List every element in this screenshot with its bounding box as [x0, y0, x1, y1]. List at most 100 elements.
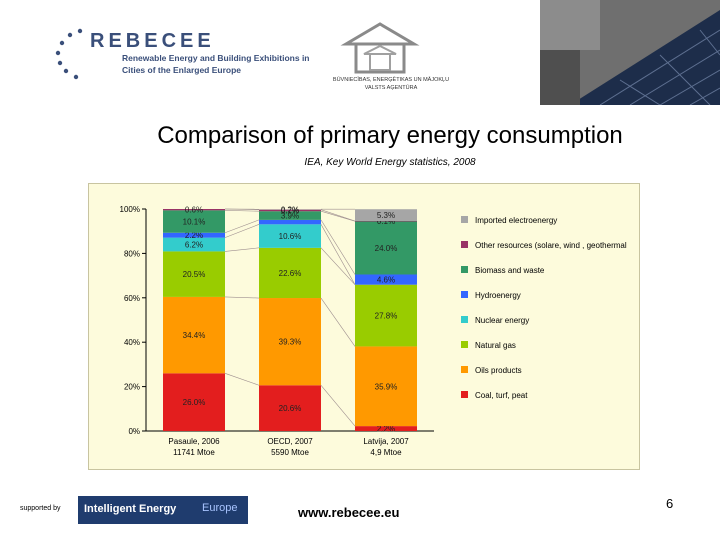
x-tick-label: 11741 Mtoe [173, 448, 215, 457]
bar-segment [163, 373, 225, 431]
series-connector-line [224, 296, 260, 299]
legend-swatch [461, 341, 468, 348]
legend-label: Oils products [475, 366, 522, 375]
series-connector-line [320, 385, 356, 427]
series-connector-line [320, 247, 356, 285]
supported-by-label: supported by [20, 505, 61, 512]
bar-segment [259, 219, 321, 225]
y-tick-label: 20% [124, 383, 140, 392]
legend-label: Biomass and waste [475, 266, 545, 275]
legend-swatch [461, 216, 468, 223]
data-label: 6.2% [185, 241, 203, 250]
data-label: 4.6% [377, 276, 395, 285]
series-connector-line [224, 219, 260, 234]
data-label: 26.0% [183, 398, 206, 407]
legend-swatch [461, 266, 468, 273]
bar-segment [163, 296, 225, 374]
data-label: 0.6% [185, 206, 203, 215]
series-connector-line [224, 210, 260, 212]
y-tick-label: 40% [124, 338, 140, 347]
chart-area: 0% 20% 40% 60% 80% 100% 26.0% 34.4% 20.5% 6.2% 2.2… [88, 183, 640, 470]
bar-segment [259, 385, 321, 431]
ie-logo-text: Intelligent Energy [84, 503, 177, 515]
header: REBECEE Renewable Energy and Building Ex… [0, 0, 720, 110]
data-label: 0.1% [377, 217, 395, 226]
legend-swatch [461, 316, 468, 323]
data-label: 5.3% [377, 211, 395, 220]
y-tick-label: 0% [128, 427, 140, 436]
legend-label: Nuclear energy [475, 316, 529, 325]
rebecee-logo-text: REBECEE [90, 30, 215, 52]
data-label: 34.4% [183, 331, 206, 340]
data-label: 35.9% [375, 382, 398, 391]
bar-segment [163, 237, 225, 252]
series-connector-line [320, 210, 356, 222]
series-connector-line [224, 372, 260, 386]
legend-label: Hydroenergy [475, 291, 521, 300]
bar-segment [355, 426, 417, 431]
bar-segment [355, 284, 417, 347]
data-label: 20.6% [279, 404, 302, 413]
intelligent-energy-logo: Intelligent Energy Europe [78, 496, 248, 524]
bar-segment [163, 251, 225, 297]
bar-segment [259, 209, 321, 212]
y-tick-label: 100% [120, 205, 140, 214]
x-tick-label: Pasaule, 2006 [168, 437, 220, 446]
x-tick-label: OECD, 2007 [267, 437, 313, 446]
series-connector-line [320, 224, 356, 285]
website-link[interactable]: www.rebecee.eu [298, 505, 400, 520]
rebecee-logo-subtitle: Renewable Energy and Building Exhibition… [122, 53, 310, 75]
legend-label: Imported electroenergy [475, 216, 557, 225]
legend-label: Natural gas [475, 341, 516, 350]
ie-logo-europe: Europe [202, 502, 238, 514]
data-label: 22.6% [279, 269, 302, 278]
series-connector-line [224, 247, 260, 252]
data-label: 10.6% [279, 232, 302, 241]
series-connector-line [320, 209, 356, 222]
bar-segment [355, 274, 417, 285]
x-tick-label: 4,9 Mtoe [370, 448, 402, 457]
slide-subtitle: IEA, Key World Energy statistics, 2008 [304, 157, 476, 168]
y-tick-label: 60% [124, 294, 140, 303]
y-tick-label: 80% [124, 249, 140, 258]
stacked-bar-chart: 0%20%40%60%80%100%26.0%34.4%20.5%6.2%2.2… [120, 205, 627, 457]
solar-panel-photo [540, 0, 720, 105]
bar-segment [355, 220, 417, 222]
data-label: 2.2% [185, 231, 203, 240]
legend-swatch [461, 391, 468, 398]
bar-segment [163, 209, 225, 211]
bar-segment [163, 210, 225, 233]
agency-name: BŪVNIECĪBAS, ENERĢĒTIKAS UN MĀJOKĻU VALS… [332, 77, 450, 91]
data-label: 20.5% [183, 270, 206, 279]
bar-segment [259, 298, 321, 386]
series-connector-line [320, 219, 356, 275]
data-label: 39.3% [279, 338, 302, 347]
bar-segment [355, 221, 417, 275]
stars-logo-icon [55, 28, 83, 80]
data-label: 2.2% [377, 425, 395, 434]
legend-swatch [461, 366, 468, 373]
bar-segment [355, 209, 417, 221]
data-label: 24.0% [375, 244, 398, 253]
legend-label: Coal, turf, peat [475, 391, 528, 400]
slide-title: Comparison of primary energy consumption [157, 122, 623, 149]
agency-house-logo-icon [340, 22, 420, 74]
bar-segment [259, 211, 321, 220]
x-tick-label: Latvija, 2007 [363, 437, 409, 446]
data-label: 0.2% [281, 205, 299, 214]
page-number: 6 [666, 496, 674, 511]
legend-swatch [461, 241, 468, 248]
data-label: 10.1% [183, 218, 206, 227]
bar-segment [259, 209, 321, 210]
legend-label: Other resources (solare, wind , geotherm… [475, 241, 627, 250]
bar-segment [355, 346, 417, 427]
data-label: 27.8% [375, 312, 398, 321]
bar-segment [259, 247, 321, 299]
bar-segment [163, 232, 225, 238]
legend-swatch [461, 291, 468, 298]
data-label: 0.7% [281, 206, 299, 215]
bar-segment [259, 224, 321, 248]
series-connector-line [320, 297, 356, 347]
data-label: 3.9% [281, 212, 299, 221]
x-tick-label: 5590 Mtoe [271, 448, 309, 457]
